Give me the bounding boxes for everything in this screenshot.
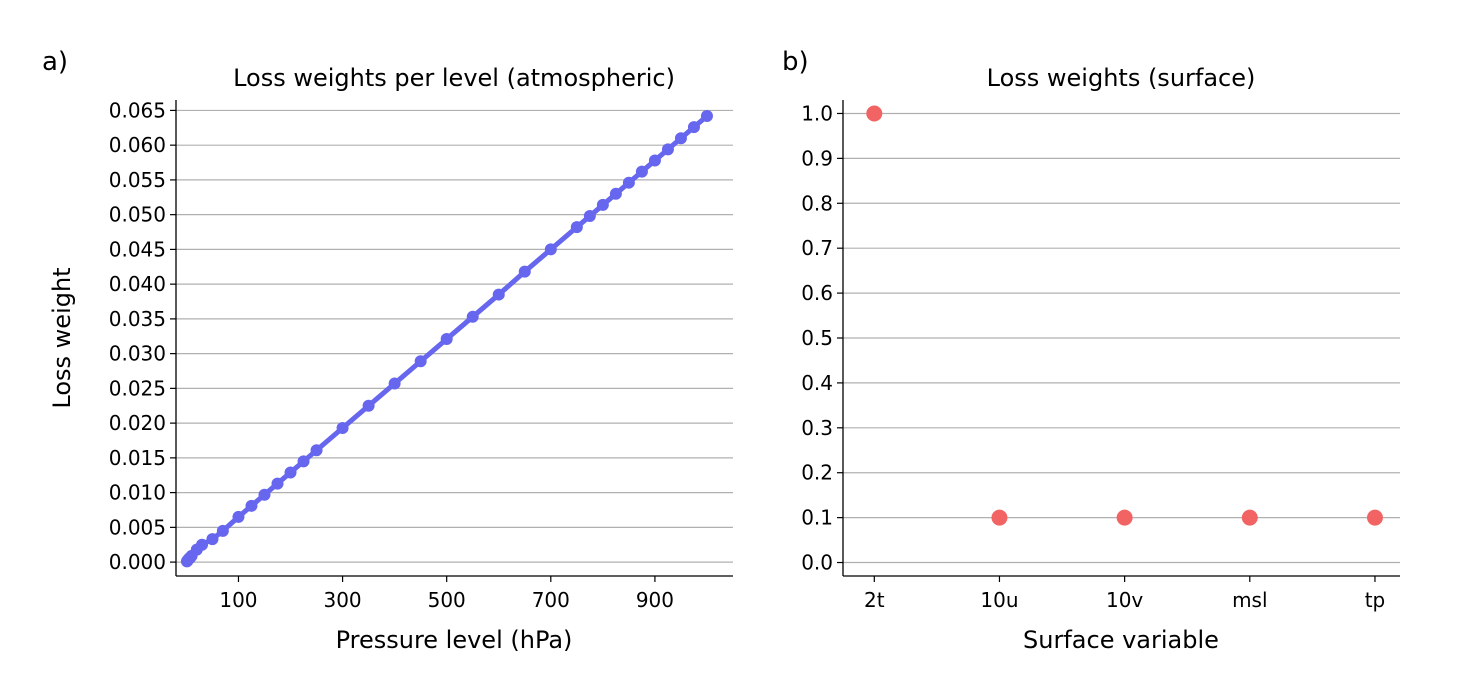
panel-a-atmospheric: a) Loss weights per level (atmospheric) … <box>42 47 733 654</box>
data-point-a <box>596 198 609 211</box>
series-a <box>180 109 713 568</box>
x-axis-title-a: Pressure level (hPa) <box>336 626 573 654</box>
y-tick-label-a: 0.045 <box>109 237 166 261</box>
y-tick-label-b: 0.9 <box>801 146 833 170</box>
y-tick-label-b: 0.6 <box>801 281 833 305</box>
y-tick-label-a: 0.010 <box>109 481 166 505</box>
y-tick-label-a: 0.000 <box>109 550 166 574</box>
y-tick-label-a: 0.055 <box>109 168 166 192</box>
y-tick-label-b: 0.2 <box>801 461 833 485</box>
y-tick-label-b: 0.3 <box>801 416 833 440</box>
data-point-a <box>297 455 310 468</box>
y-tick-label-a: 0.060 <box>109 133 166 157</box>
data-point-a <box>414 355 427 368</box>
data-point-a <box>648 154 661 167</box>
grid-lines-a <box>176 109 733 563</box>
data-point-a <box>687 121 700 134</box>
y-tick-label-a: 0.025 <box>109 376 166 400</box>
y-ticks-b: 0.0 0.1 0.2 0.3 0.4 0.5 0.6 0.7 0.8 0.9 1.0 <box>801 101 843 575</box>
x-tick-label-b: tp <box>1365 588 1386 612</box>
data-point-b <box>866 105 883 122</box>
data-point-a <box>206 533 219 546</box>
x-ticks-b: 2t 10u 10v msl tp <box>864 576 1385 612</box>
x-tick-label-a: 300 <box>323 588 361 612</box>
y-tick-label-b: 0.8 <box>801 191 833 215</box>
data-point-b <box>1116 509 1133 526</box>
y-ticks-a: 0.000 0.005 0.010 0.015 0.020 0.025 0.030 0.035… <box>109 98 176 574</box>
y-tick-label-a: 0.035 <box>109 307 166 331</box>
data-point-b <box>991 509 1008 526</box>
panel-label-b: b) <box>782 47 809 77</box>
grid-lines-b <box>843 112 1400 564</box>
data-point-a <box>661 143 674 156</box>
data-point-a <box>518 265 531 278</box>
x-tick-label-b: 10v <box>1106 588 1143 612</box>
data-point-a <box>466 310 479 323</box>
data-point-a <box>271 477 284 490</box>
data-point-a <box>570 221 583 234</box>
x-tick-label-a: 500 <box>428 588 466 612</box>
data-point-a <box>440 333 453 346</box>
chart-title-a: Loss weights per level (atmospheric) <box>233 64 675 92</box>
panel-b-surface: b) Loss weights (surface) 0.00.10.20.30.… <box>782 47 1400 654</box>
data-point-a <box>492 288 505 301</box>
data-point-a <box>609 187 622 200</box>
x-tick-label-b: 10u <box>980 588 1018 612</box>
data-point-b <box>1366 509 1383 526</box>
y-tick-label-a: 0.050 <box>109 203 166 227</box>
y-tick-label-b: 0.1 <box>801 506 833 530</box>
y-tick-label-b: 0.5 <box>801 326 833 350</box>
x-tick-label-a: 700 <box>532 588 570 612</box>
y-tick-label-b: 0.0 <box>801 551 833 575</box>
panel-label-a: a) <box>42 47 68 77</box>
x-tick-label-a: 900 <box>636 588 674 612</box>
data-point-a <box>258 488 271 501</box>
data-point-a <box>674 132 687 145</box>
data-point-b <box>1241 509 1258 526</box>
x-tick-label-a: 100 <box>219 588 257 612</box>
x-tick-label-b: 2t <box>864 588 885 612</box>
x-ticks-a: 100 300 500 700 900 <box>219 576 674 612</box>
data-point-a <box>196 538 209 551</box>
x-tick-label-b: msl <box>1232 588 1267 612</box>
y-tick-label-a: 0.005 <box>109 515 166 539</box>
data-point-a <box>635 165 648 178</box>
data-point-a <box>622 176 635 189</box>
chart-title-b: Loss weights (surface) <box>987 64 1256 92</box>
y-tick-label-a: 0.040 <box>109 272 166 296</box>
data-point-a <box>336 421 349 434</box>
series-b <box>866 105 1383 526</box>
data-point-a <box>544 243 557 256</box>
data-point-a <box>700 109 713 122</box>
data-point-a <box>284 466 297 479</box>
data-point-a <box>232 510 245 523</box>
y-tick-label-a: 0.065 <box>109 98 166 122</box>
y-tick-label-a: 0.015 <box>109 446 166 470</box>
y-tick-label-b: 0.7 <box>801 236 833 260</box>
y-axis-title-a: Loss weight <box>48 267 76 408</box>
y-tick-label-b: 1.0 <box>801 101 833 125</box>
data-point-a <box>245 499 258 512</box>
y-tick-label-a: 0.020 <box>109 411 166 435</box>
data-point-a <box>583 210 596 223</box>
data-point-a <box>216 524 229 537</box>
x-axis-title-b: Surface variable <box>1023 626 1219 654</box>
y-tick-label-b: 0.4 <box>801 371 833 395</box>
data-point-a <box>362 399 375 412</box>
data-point-a <box>310 444 323 457</box>
y-tick-label-a: 0.030 <box>109 342 166 366</box>
data-point-a <box>388 377 401 390</box>
